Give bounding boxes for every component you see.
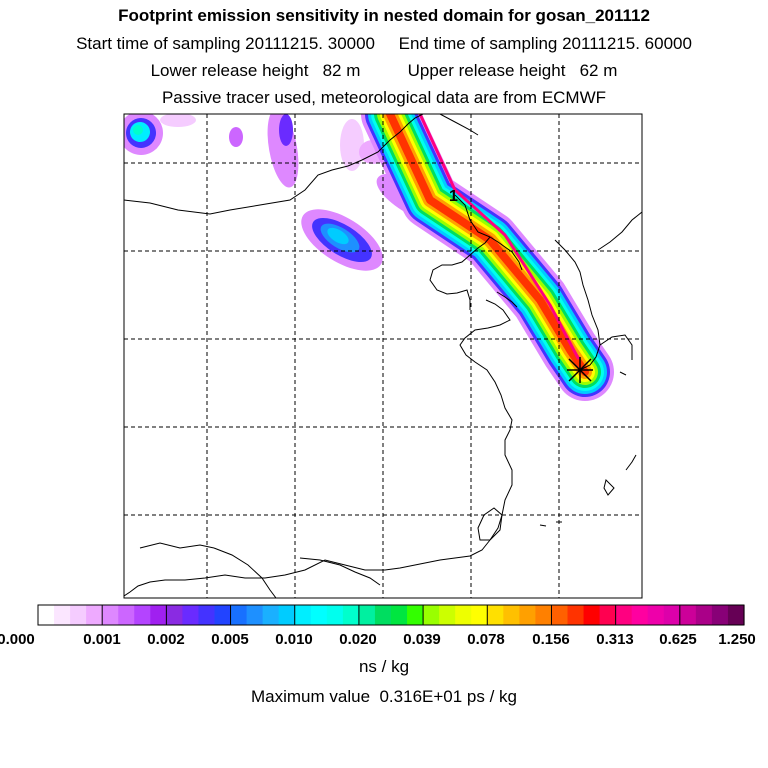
plume-blob bbox=[340, 119, 364, 171]
colorbar-swatch bbox=[294, 605, 312, 625]
colorbar-swatch bbox=[70, 605, 87, 625]
colorbar-swatch bbox=[182, 605, 200, 625]
colorbar-swatch bbox=[519, 605, 537, 625]
colorbar-swatch bbox=[310, 605, 328, 625]
colorbar-swatch bbox=[38, 605, 55, 625]
colorbar-swatch bbox=[86, 605, 103, 625]
colorbar-swatch bbox=[471, 605, 488, 625]
plume-blob bbox=[160, 114, 196, 127]
colorbar-swatch bbox=[695, 605, 713, 625]
plume-blob bbox=[133, 125, 143, 135]
colorbar-tick: 0.313 bbox=[596, 631, 634, 648]
colorbar-swatch bbox=[423, 605, 440, 625]
colorbar-swatch bbox=[599, 605, 617, 625]
colorbar-swatch bbox=[150, 605, 167, 625]
colorbar bbox=[37, 604, 745, 626]
colorbar-swatch bbox=[535, 605, 553, 625]
colorbar-swatch bbox=[583, 605, 601, 625]
release-heights: Lower release height 82 m Upper release … bbox=[150, 61, 618, 80]
colorbar-swatch bbox=[551, 605, 569, 625]
colorbar-unit: ns / kg bbox=[358, 657, 410, 676]
colorbar-swatch bbox=[487, 605, 504, 625]
colorbar-swatch bbox=[374, 605, 392, 625]
colorbar-swatch bbox=[679, 605, 697, 625]
colorbar-swatch bbox=[567, 605, 585, 625]
colorbar-tick: 0.020 bbox=[339, 631, 377, 648]
colorbar-swatch bbox=[198, 605, 216, 625]
colorbar-tick: 0.005 bbox=[211, 631, 249, 648]
colorbar-swatch bbox=[214, 605, 232, 625]
colorbar-swatch bbox=[102, 605, 119, 625]
map-frame bbox=[123, 113, 643, 599]
colorbar-swatch bbox=[246, 605, 264, 625]
maximum-value: Maximum value 0.316E+01 ps / kg bbox=[251, 687, 517, 706]
plot-title: Footprint emission sensitivity in nested… bbox=[118, 6, 650, 25]
colorbar-swatch bbox=[503, 605, 520, 625]
colorbar-tick: 0.078 bbox=[467, 631, 505, 648]
colorbar-swatch bbox=[230, 605, 248, 625]
colorbar-swatch bbox=[663, 605, 681, 625]
main-plume bbox=[418, 114, 580, 360]
colorbar-tick: 0.010 bbox=[275, 631, 313, 648]
main-plume bbox=[386, 114, 589, 376]
colorbar-swatch bbox=[647, 605, 665, 625]
colorbar-tick: 1.250 bbox=[718, 631, 756, 648]
colorbar-tick: 0.156 bbox=[532, 631, 570, 648]
colorbar-tick: 0.000 bbox=[0, 631, 35, 648]
grid-lines bbox=[124, 114, 642, 598]
receptor-marker bbox=[567, 357, 593, 383]
colorbar-swatch bbox=[711, 605, 729, 625]
plume-blob bbox=[279, 114, 293, 146]
sampling-times: Start time of sampling 20111215. 30000 E… bbox=[76, 34, 692, 53]
colorbar-frame bbox=[37, 604, 745, 626]
colorbar-tick: 0.039 bbox=[403, 631, 441, 648]
colorbar-swatch bbox=[391, 605, 408, 625]
coastlines bbox=[124, 114, 642, 598]
sensitivity-field bbox=[124, 114, 642, 598]
colorbar-swatch bbox=[455, 605, 472, 625]
colorbar-swatch bbox=[358, 605, 376, 625]
colorbar-swatch bbox=[631, 605, 649, 625]
colorbar-swatch bbox=[326, 605, 344, 625]
colorbar-tick: 0.625 bbox=[659, 631, 697, 648]
colorbar-swatch bbox=[54, 605, 71, 625]
colorbar-tick: 0.002 bbox=[147, 631, 185, 648]
plume-blob bbox=[327, 227, 349, 245]
colorbar-swatch bbox=[407, 605, 424, 625]
colorbar-swatch bbox=[134, 605, 151, 625]
contour-label: 1 bbox=[449, 188, 458, 205]
colorbar-swatch bbox=[166, 605, 184, 625]
colorbar-tick: 0.001 bbox=[83, 631, 121, 648]
colorbar-swatch bbox=[342, 605, 360, 625]
plume-blob bbox=[229, 127, 243, 147]
colorbar-swatch bbox=[727, 605, 745, 625]
colorbar-swatch bbox=[615, 605, 633, 625]
colorbar-swatch bbox=[118, 605, 135, 625]
colorbar-swatch bbox=[262, 605, 280, 625]
colorbar-swatch bbox=[439, 605, 456, 625]
tracer-info: Passive tracer used, meteorological data… bbox=[161, 88, 607, 107]
colorbar-swatch bbox=[278, 605, 296, 625]
